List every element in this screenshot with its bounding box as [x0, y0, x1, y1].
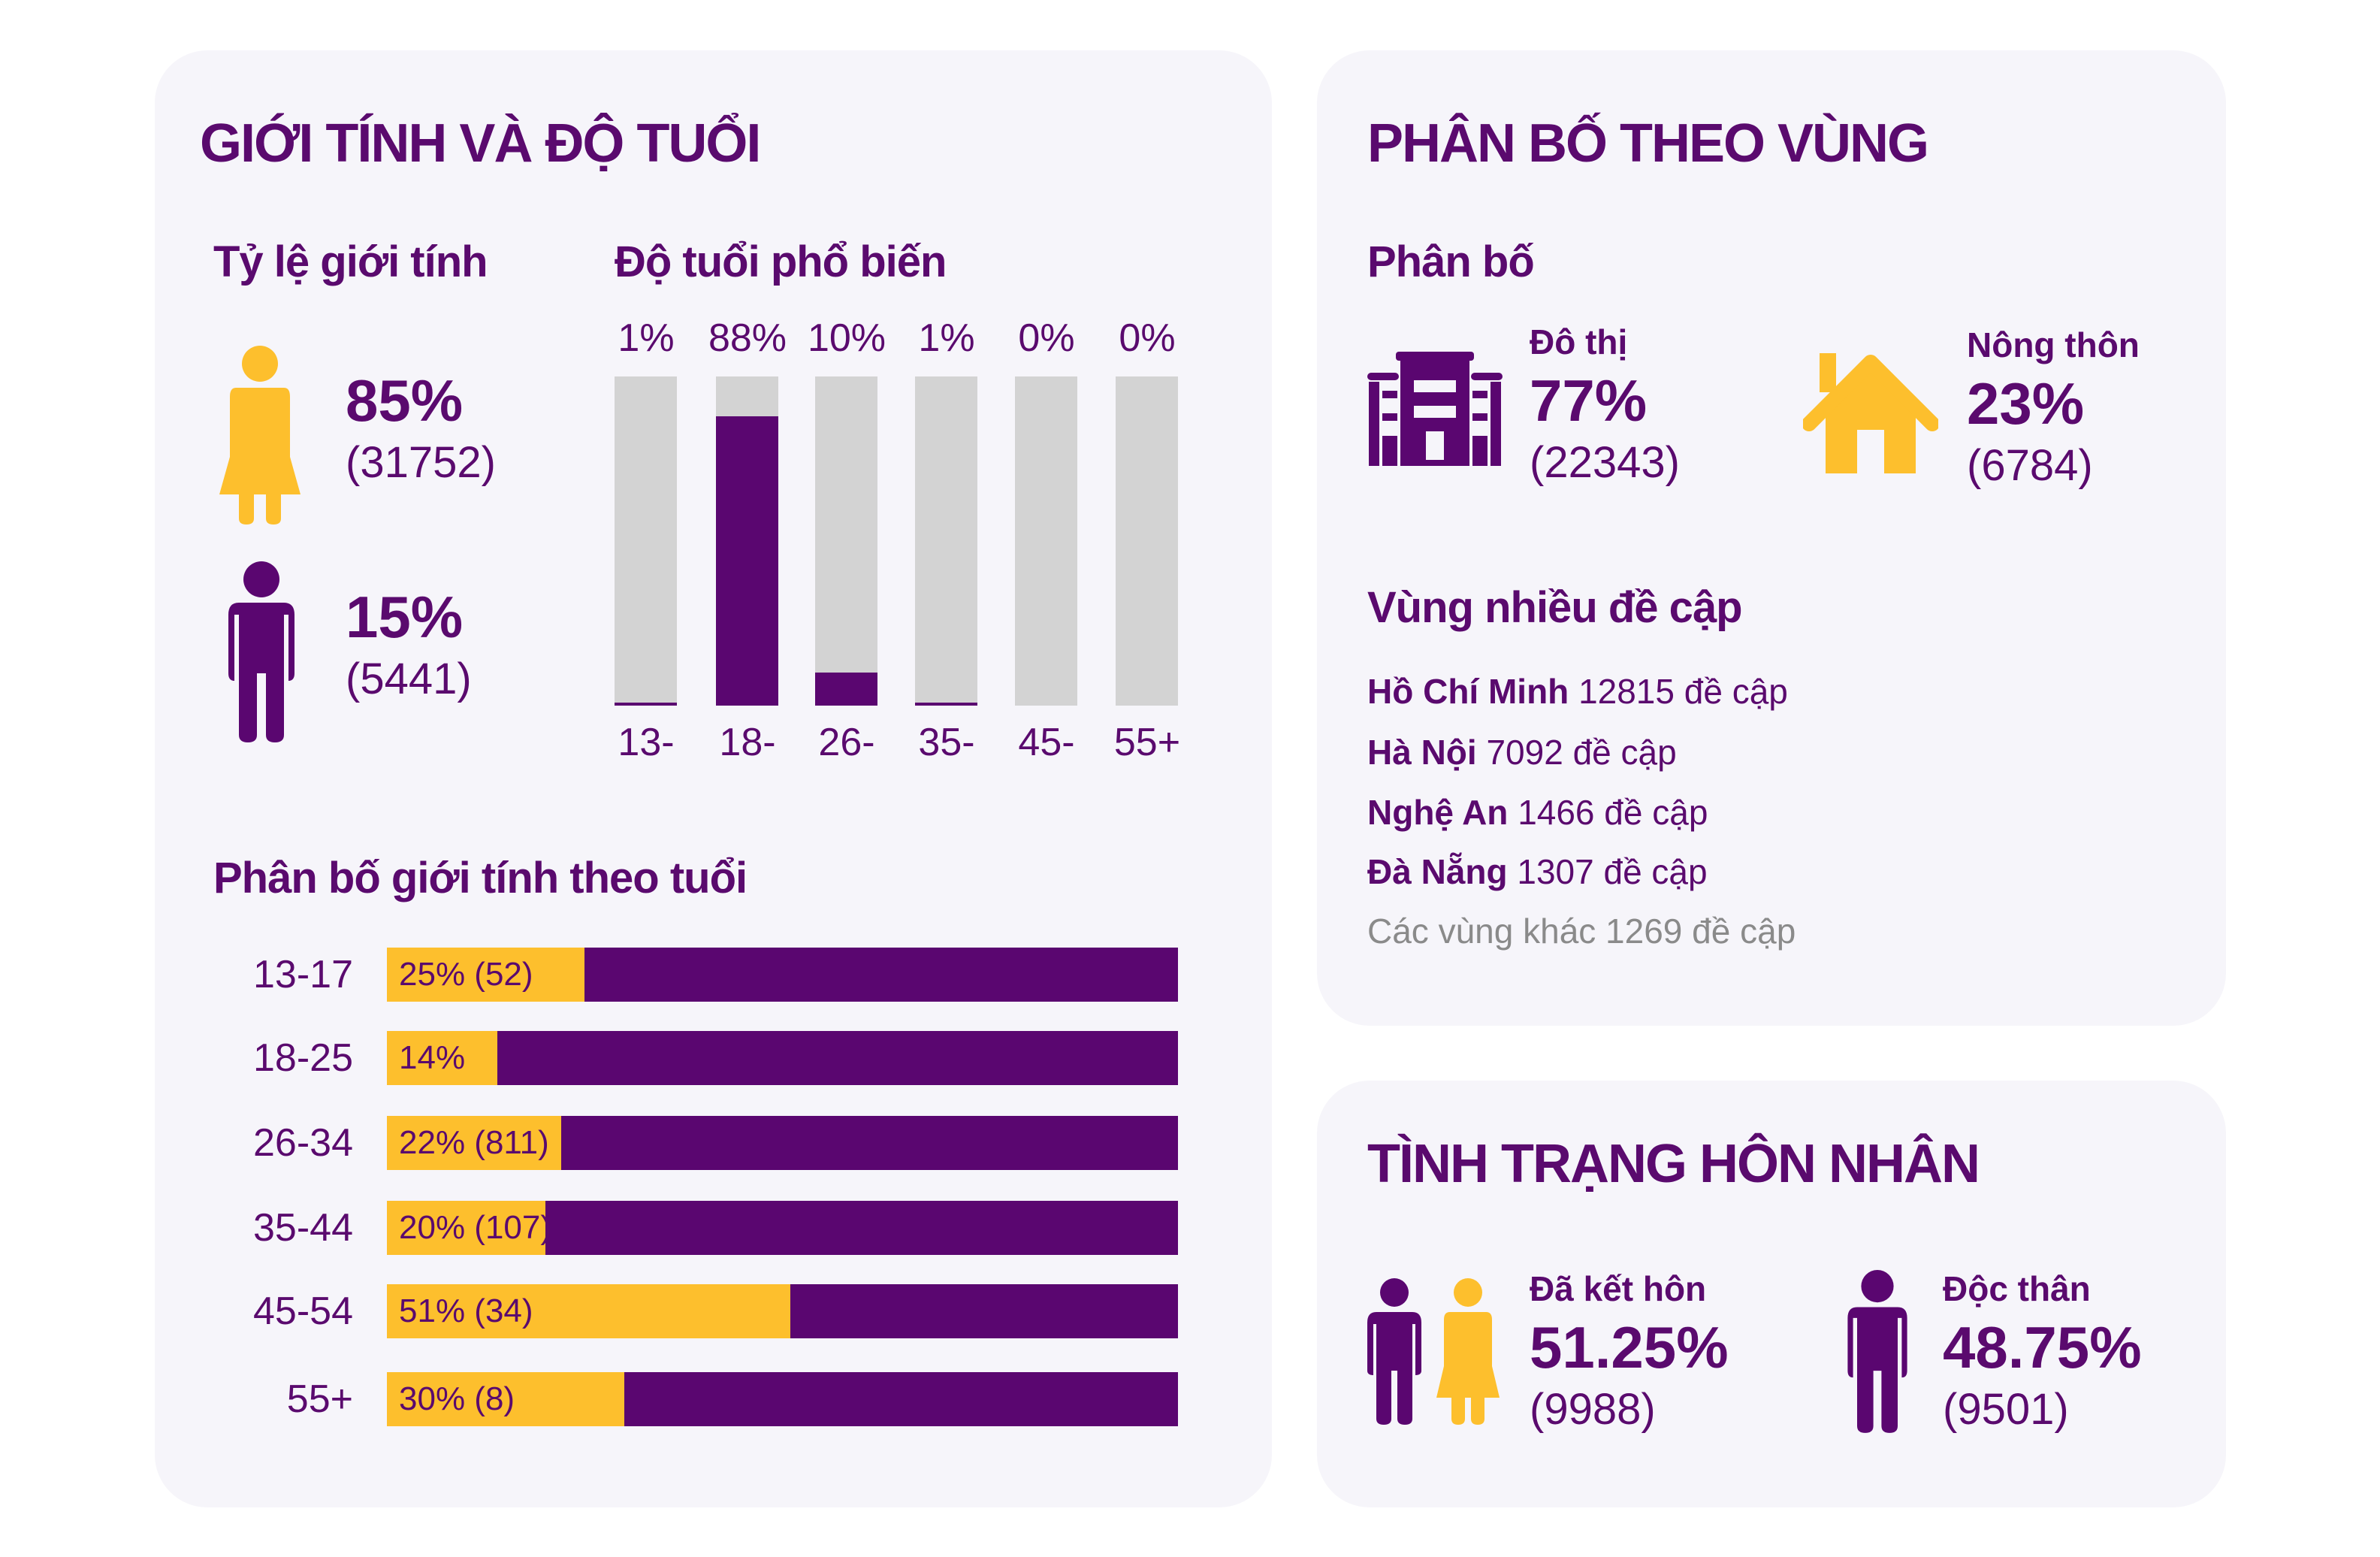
female-share-segment: 14% [387, 1031, 498, 1085]
mentions-title: Vùng nhiều đề cập [1367, 583, 1743, 632]
gender-age-bar: 30% (8) [387, 1372, 1178, 1426]
age-bar-track [716, 376, 778, 706]
male-percent: 15% [346, 584, 464, 650]
age-bar [615, 702, 677, 706]
gender-age-title: GIỚI TÍNH VÀ ĐỘ TUỔI [200, 113, 761, 174]
mention-item: Đà Nẵng 1307 đề cập [1367, 851, 1708, 892]
gender-age-bar: 51% (34) [387, 1284, 1178, 1338]
mention-region-name: Nghệ An [1367, 793, 1509, 832]
mention-item: Hồ Chí Minh 12815 đề cập [1367, 671, 1788, 712]
rural-count: (6784) [1967, 441, 2093, 490]
female-share-segment: 22% (811) [387, 1116, 561, 1170]
popular-age-title: Độ tuổi phổ biến [615, 237, 947, 286]
age-tick-label: 55+ [1113, 721, 1181, 764]
age-percent-label: 1% [918, 316, 975, 360]
age-group-label: 18-25 [253, 1036, 353, 1080]
married-count: (9988) [1530, 1385, 1656, 1434]
mention-other: Các vùng khác 1269 đề cập [1367, 912, 1796, 951]
single-count: (9501) [1943, 1385, 2069, 1434]
female-share-segment: 20% (107) [387, 1201, 551, 1255]
region-title: PHÂN BỐ THEO VÙNG [1367, 113, 1929, 174]
age-bar-track [915, 376, 977, 706]
mention-item: Hà Nội 7092 đề cập [1367, 732, 1677, 772]
female-percent: 85% [346, 367, 464, 434]
mention-count: 1307 đề cập [1517, 852, 1708, 891]
mention-region-name: Hà Nội [1367, 733, 1477, 772]
region-card [1317, 50, 2226, 1026]
gender-ratio-title: Tỷ lệ giới tính [213, 237, 488, 286]
urban-count: (22343) [1530, 438, 1680, 487]
age-bar-track [1015, 376, 1077, 706]
gender-by-age-title: Phân bố giới tính theo tuổi [213, 854, 748, 902]
age-percent-label: 0% [1119, 316, 1176, 360]
female-share-segment: 25% (52) [387, 948, 585, 1002]
gender-age-bar: 22% (811) [387, 1116, 1178, 1170]
mention-region-name: Hồ Chí Minh [1367, 672, 1569, 711]
age-percent-label: 1% [618, 316, 675, 360]
age-tick-label: 35- [918, 721, 975, 764]
age-tick-label: 13- [618, 721, 675, 764]
age-percent-label: 88% [708, 316, 787, 360]
gender-age-bar: 20% (107) [387, 1201, 1178, 1255]
female-share-segment: 30% (8) [387, 1372, 624, 1426]
gender-age-card [155, 50, 1272, 1507]
age-bar [815, 673, 877, 706]
married-label: Đã kết hôn [1530, 1269, 1707, 1308]
married-percent: 51.25% [1530, 1314, 1729, 1380]
mention-region-name: Đà Nẵng [1367, 852, 1508, 891]
female-icon [219, 346, 301, 525]
marital-title: TÌNH TRẠNG HÔN NHÂN [1367, 1134, 1980, 1194]
age-group-label: 45-54 [253, 1289, 353, 1333]
female-count: (31752) [346, 438, 496, 487]
male-count: (5441) [346, 655, 472, 703]
age-bar [915, 702, 977, 706]
mention-count: 7092 đề cập [1486, 733, 1677, 772]
rural-label: Nông thôn [1967, 325, 2140, 364]
age-bar-track [615, 376, 677, 706]
building-icon [1367, 352, 1503, 466]
female-share-segment: 51% (34) [387, 1284, 791, 1338]
rural-percent: 23% [1967, 370, 2085, 437]
single-person-icon [1847, 1270, 1907, 1433]
couple-icon [1367, 1278, 1500, 1425]
age-group-label: 35-44 [253, 1206, 353, 1250]
age-group-label: 13-17 [253, 953, 353, 996]
mention-item: Nghệ An 1466 đề cập [1367, 792, 1708, 833]
mention-count: 12815 đề cập [1578, 672, 1788, 711]
age-tick-label: 45- [1018, 721, 1075, 764]
age-percent-label: 10% [807, 316, 886, 360]
house-icon [1803, 353, 1938, 473]
gender-age-bar: 25% (52) [387, 948, 1178, 1002]
age-tick-label: 18- [719, 721, 776, 764]
age-bar-track [815, 376, 877, 706]
mention-count: 1466 đề cập [1518, 793, 1708, 832]
urban-percent: 77% [1530, 367, 1648, 434]
male-icon [228, 561, 294, 742]
age-group-label: 26-34 [253, 1121, 353, 1165]
age-percent-label: 0% [1018, 316, 1075, 360]
age-bar [716, 416, 778, 706]
single-label: Độc thân [1943, 1269, 2091, 1308]
urban-label: Đô thị [1530, 322, 1628, 361]
age-bar-track [1116, 376, 1178, 706]
single-percent: 48.75% [1943, 1314, 2142, 1380]
distribution-title: Phân bố [1367, 237, 1535, 286]
gender-age-bar: 14% [387, 1031, 1178, 1085]
age-tick-label: 26- [818, 721, 875, 764]
age-group-label: 55+ [286, 1377, 353, 1421]
